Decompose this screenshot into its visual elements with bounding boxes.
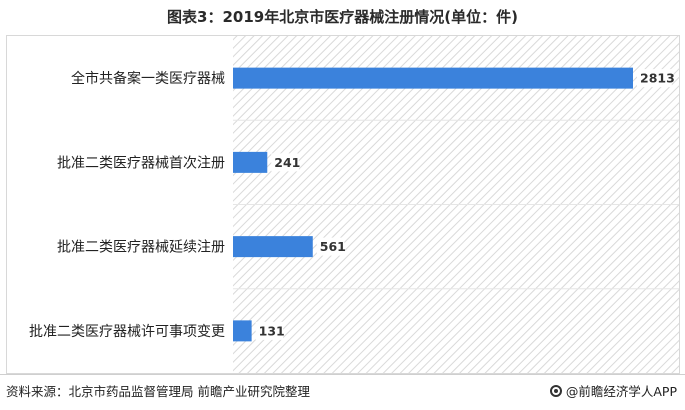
value-label-background — [316, 237, 345, 256]
category-label: 批准二类医疗器械延续注册 — [57, 239, 225, 256]
value-label-background — [255, 321, 284, 340]
chart-area: 全市共备案一类医疗器械 2813 批准二类医疗器械首次注册 241 批准二类医疗器械延续… — [6, 35, 680, 374]
bar — [233, 151, 268, 173]
category-label: 批准二类医疗器械首次注册 — [57, 155, 225, 171]
brand-credit: @前瞻经济学人APP — [549, 381, 677, 400]
bar-chart: 全市共备案一类医疗器械 2813 批准二类医疗器械首次注册 241 批准二类医疗器械延续… — [29, 36, 679, 373]
footer-divider — [0, 374, 685, 375]
category-label: 全市共备案一类医疗器械 — [71, 70, 225, 87]
bar — [233, 320, 252, 342]
value-label: 561 — [320, 239, 346, 254]
value-label: 241 — [274, 155, 300, 170]
bar — [233, 236, 313, 258]
value-label-background — [271, 153, 299, 172]
value-label-background — [637, 69, 672, 88]
bar — [233, 67, 633, 89]
brand-text: @前瞻经济学人APP — [565, 384, 677, 399]
chart-title: 图表3：2019年北京市医疗器械注册情况(单位：件) — [167, 8, 518, 26]
brand-logo-icon — [549, 384, 562, 397]
category-label: 批准二类医疗器械许可事项变更 — [29, 324, 225, 340]
value-label: 2813 — [640, 71, 675, 86]
source-note: 资料来源：北京市药品监督管理局 前瞻产业研究院整理 — [6, 384, 310, 399]
value-label: 131 — [259, 323, 285, 338]
